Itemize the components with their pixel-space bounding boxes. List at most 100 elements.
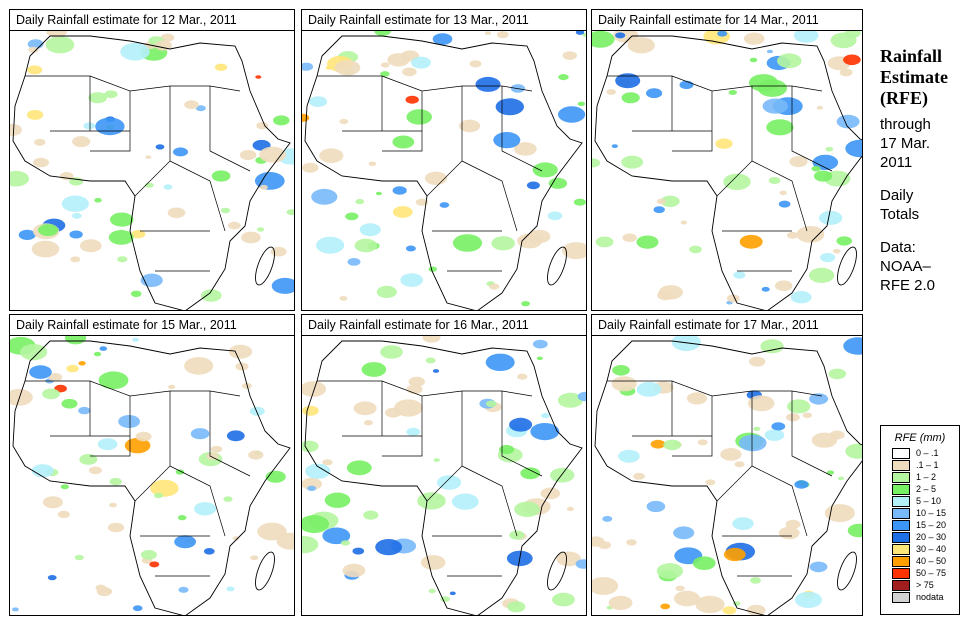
rainfall-area — [717, 30, 728, 37]
rainfall-area — [611, 376, 637, 392]
rainfall-area — [795, 591, 822, 608]
rainfall-area — [375, 191, 382, 196]
rainfall-area — [562, 51, 577, 60]
rainfall-area — [211, 170, 231, 182]
rainfall-area — [723, 547, 746, 562]
rainfall-area — [140, 550, 157, 560]
legend-title: RFE (mm) — [894, 432, 946, 444]
legend-item: > 75 — [892, 579, 959, 591]
panel-title: Daily Rainfall estimate for 17 Mar., 201… — [592, 315, 862, 336]
caption-source: NOAA– — [880, 258, 931, 275]
rainfall-area — [558, 74, 569, 81]
rainfall-area — [31, 464, 54, 478]
rainfall-area — [132, 337, 139, 342]
rainfall-area — [715, 138, 733, 149]
rainfall-area — [305, 463, 331, 479]
rainfall-area — [259, 146, 286, 163]
rainfall-area — [452, 234, 483, 252]
rainfall-area — [31, 240, 60, 258]
rainfall-area — [299, 62, 314, 71]
rainfall-area — [587, 536, 605, 547]
rainfall-area — [346, 460, 372, 476]
rainfall-area — [521, 301, 530, 307]
rainfall-area — [289, 536, 319, 554]
rainfall-area — [615, 32, 626, 39]
rainfall-area — [120, 42, 150, 61]
legend-label: 1 – 2 — [916, 472, 937, 482]
legend-swatch — [892, 531, 910, 543]
rainfall-area — [392, 135, 415, 149]
rainfall-area — [160, 33, 175, 42]
rainfall-area — [588, 577, 619, 595]
rainfall-area — [354, 238, 378, 253]
africa-outline — [12, 35, 291, 312]
rainfall-area — [79, 454, 98, 465]
rainfall-area — [97, 438, 118, 451]
rainfall-area — [843, 54, 861, 66]
rainfall-area — [71, 212, 82, 219]
madagascar-outline — [255, 246, 275, 286]
rainfall-area — [432, 33, 453, 45]
rainfall-area — [532, 339, 548, 349]
rainfall-area — [818, 210, 843, 225]
rainfall-area — [309, 96, 328, 107]
rainfall-area — [428, 588, 436, 594]
rainfall-area — [79, 239, 102, 253]
rainfall-area — [108, 230, 134, 245]
rainfall-area — [300, 381, 327, 397]
rainfall-area — [408, 376, 425, 387]
legend-swatch — [892, 507, 910, 519]
legend-swatch — [892, 459, 910, 471]
rainfall-area — [768, 177, 781, 184]
rainfall-area — [2, 123, 22, 136]
rainfall-area — [437, 475, 462, 490]
rainfall-area — [33, 157, 49, 168]
rainfall-area — [194, 502, 217, 516]
rainfall-area — [255, 75, 262, 79]
rainfall-area — [334, 60, 361, 76]
rainfall-area — [417, 492, 446, 510]
rainfall-area — [167, 384, 176, 390]
rainfall-area — [117, 256, 128, 263]
rainfall-area — [70, 256, 81, 263]
rainfall-area — [47, 575, 57, 581]
rainfall-area — [363, 510, 379, 520]
rainfall-area — [847, 523, 871, 538]
rainfall-area — [98, 371, 129, 390]
rainfall-area — [324, 492, 351, 508]
rainfall-area — [785, 519, 801, 529]
rainfall-area — [228, 221, 241, 230]
rainfall-area — [794, 480, 809, 489]
rainfall-area — [839, 68, 853, 77]
legend-item: 2 – 5 — [892, 483, 959, 495]
africa-outline — [12, 340, 291, 617]
rainfall-area — [190, 428, 210, 440]
rainfall-area — [673, 526, 695, 540]
rainfall-area — [485, 400, 497, 408]
rainfall-area — [406, 109, 432, 125]
rainfall-area — [226, 430, 245, 442]
legend-label: 20 – 30 — [916, 532, 947, 542]
legend-label: > 75 — [916, 580, 934, 590]
rainfall-area — [174, 535, 197, 549]
africa-map — [2, 24, 305, 312]
rainfall-area — [526, 181, 540, 190]
rainfall-area — [475, 76, 501, 92]
rainfall-area — [774, 280, 793, 291]
rainfall-area — [679, 80, 694, 90]
rainfall-area — [83, 122, 95, 130]
rainfall-area — [95, 117, 125, 136]
caption-title: (RFE) — [880, 88, 928, 108]
rainfall-area — [459, 119, 481, 133]
rainfall-area — [595, 236, 614, 248]
rainfall-area — [239, 150, 257, 160]
rainfall-area — [586, 30, 615, 48]
madagascar-outline — [837, 551, 857, 591]
legend-label: 5 – 10 — [916, 496, 942, 506]
rainfall-area — [118, 415, 140, 428]
rainfall-area — [256, 122, 269, 130]
rainfall-area — [149, 561, 160, 568]
rainfall-area — [734, 461, 745, 468]
rainfall-area — [636, 382, 662, 397]
rainfall-area — [415, 198, 428, 206]
